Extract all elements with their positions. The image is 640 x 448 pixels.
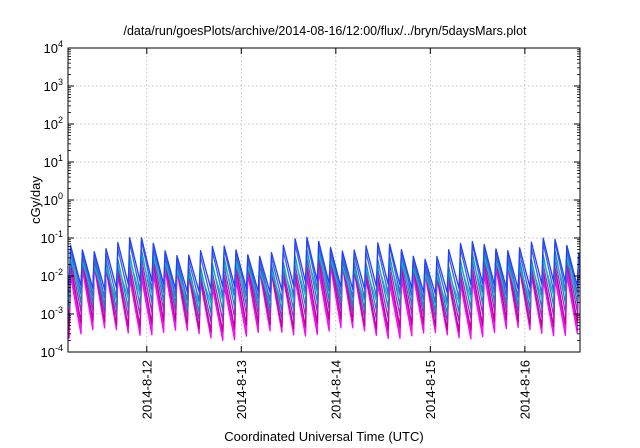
y-tick-label: 101 — [44, 153, 63, 170]
y-tick-exponent: -1 — [55, 229, 63, 239]
series-line — [68, 236, 580, 295]
y-axis-label: cGy/day — [28, 176, 43, 224]
x-tick-label: 2014-8-15 — [423, 360, 438, 419]
y-tick-label: 102 — [44, 115, 63, 132]
x-tick-label: 2014-8-14 — [328, 360, 343, 419]
y-tick-label: 10-1 — [41, 229, 63, 246]
y-tick-base: 10 — [44, 193, 58, 208]
y-tick-base: 10 — [41, 345, 55, 360]
y-tick-exponent: -4 — [55, 343, 63, 353]
y-tick-base: 10 — [41, 269, 55, 284]
x-axis-label: Coordinated Universal Time (UTC) — [224, 429, 423, 444]
x-axis-ticks: 2014-8-12 2014-8-13 2014-8-14 2014-8-15 2014… — [139, 48, 532, 419]
y-tick-base: 10 — [44, 79, 58, 94]
x-tick-label: 2014-8-12 — [139, 360, 154, 419]
x-tick-label: 2014-8-16 — [517, 360, 532, 419]
y-tick-label: 10-3 — [41, 305, 63, 322]
chart-title: /data/run/goesPlots/archive/2014-08-16/1… — [123, 24, 527, 38]
y-tick-exponent: -2 — [55, 267, 63, 277]
y-tick-exponent: 0 — [58, 191, 63, 201]
y-tick-exponent: 3 — [58, 77, 63, 87]
y-tick-exponent: -3 — [55, 305, 63, 315]
y-tick-label: 10-4 — [41, 343, 63, 360]
y-tick-label: 103 — [44, 77, 63, 94]
y-tick-base: 10 — [41, 231, 55, 246]
y-tick-exponent: 2 — [58, 115, 63, 125]
x-tick-label: 2014-8-13 — [234, 360, 249, 419]
y-tick-exponent: 4 — [58, 39, 63, 49]
y-tick-base: 10 — [44, 41, 58, 56]
data-series — [68, 236, 580, 342]
y-tick-exponent: 1 — [58, 153, 63, 163]
y-tick-label: 10-2 — [41, 267, 63, 284]
y-tick-label: 100 — [44, 191, 63, 208]
y-tick-base: 10 — [44, 117, 58, 132]
y-tick-base: 10 — [44, 155, 58, 170]
y-tick-label: 104 — [44, 39, 63, 56]
y-tick-base: 10 — [41, 307, 55, 322]
